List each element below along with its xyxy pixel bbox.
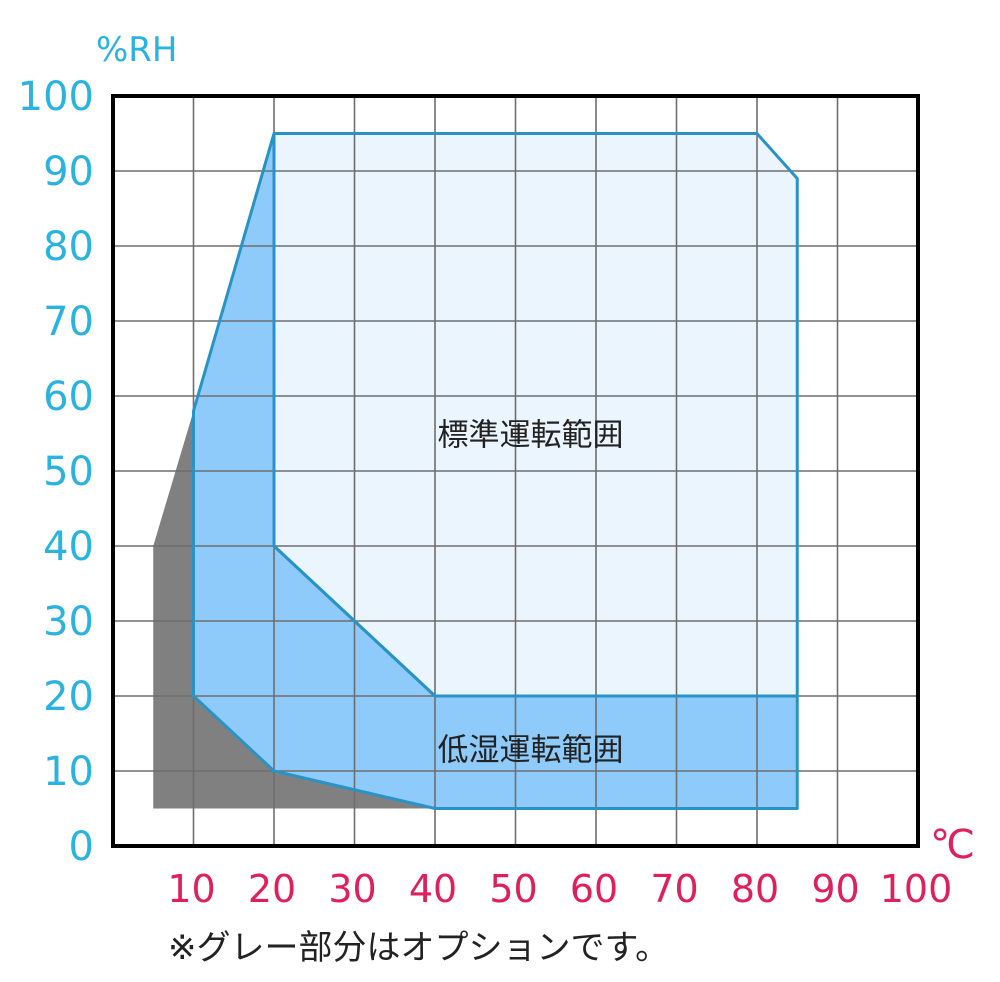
y-tick-label: 20 bbox=[43, 674, 94, 720]
y-tick-label: 10 bbox=[43, 749, 94, 795]
x-tick-label: 30 bbox=[328, 867, 376, 911]
x-tick-label: 80 bbox=[731, 867, 779, 911]
region-outline-layer bbox=[192, 132, 799, 810]
x-tick-label: 50 bbox=[489, 867, 537, 911]
y-tick-label: 0 bbox=[69, 824, 94, 870]
y-tick-label: 60 bbox=[43, 374, 94, 420]
footnote: ※グレー部分はオプションです。 bbox=[168, 928, 670, 968]
labels-layer: 0 10 20 30 40 50 60 70 80 90 100 10 20 30 40 50 60 70 80 90… bbox=[18, 74, 953, 911]
x-axis-unit: ℃ bbox=[930, 822, 975, 868]
region-label-1: 低湿運転範囲 bbox=[438, 733, 624, 769]
x-tick-label: 20 bbox=[248, 867, 296, 911]
x-tick-label: 10 bbox=[167, 867, 215, 911]
y-tick-label: 100 bbox=[18, 74, 94, 120]
region-fill-0 bbox=[153, 411, 435, 809]
x-tick-label: 40 bbox=[409, 867, 457, 911]
y-tick-label: 40 bbox=[43, 524, 94, 570]
y-tick-label: 50 bbox=[43, 449, 94, 495]
x-tick-label: 70 bbox=[650, 867, 698, 911]
x-tick-label: 90 bbox=[811, 867, 859, 911]
x-tick-label: 100 bbox=[880, 867, 953, 911]
grid-layer bbox=[111, 94, 920, 848]
plot-frame bbox=[111, 94, 920, 848]
region-label-0: 標準運転範囲 bbox=[438, 418, 624, 454]
x-tick-label: 60 bbox=[570, 867, 618, 911]
y-tick-label: 90 bbox=[43, 149, 94, 195]
region-fill-1 bbox=[193, 133, 798, 809]
region-fill-2 bbox=[274, 133, 798, 696]
y-tick-label: 30 bbox=[43, 599, 94, 645]
y-tick-label: 70 bbox=[43, 299, 94, 345]
region-outline-2 bbox=[272, 132, 799, 698]
y-axis-unit: %RH bbox=[96, 30, 178, 70]
y-tick-label: 80 bbox=[43, 224, 94, 270]
